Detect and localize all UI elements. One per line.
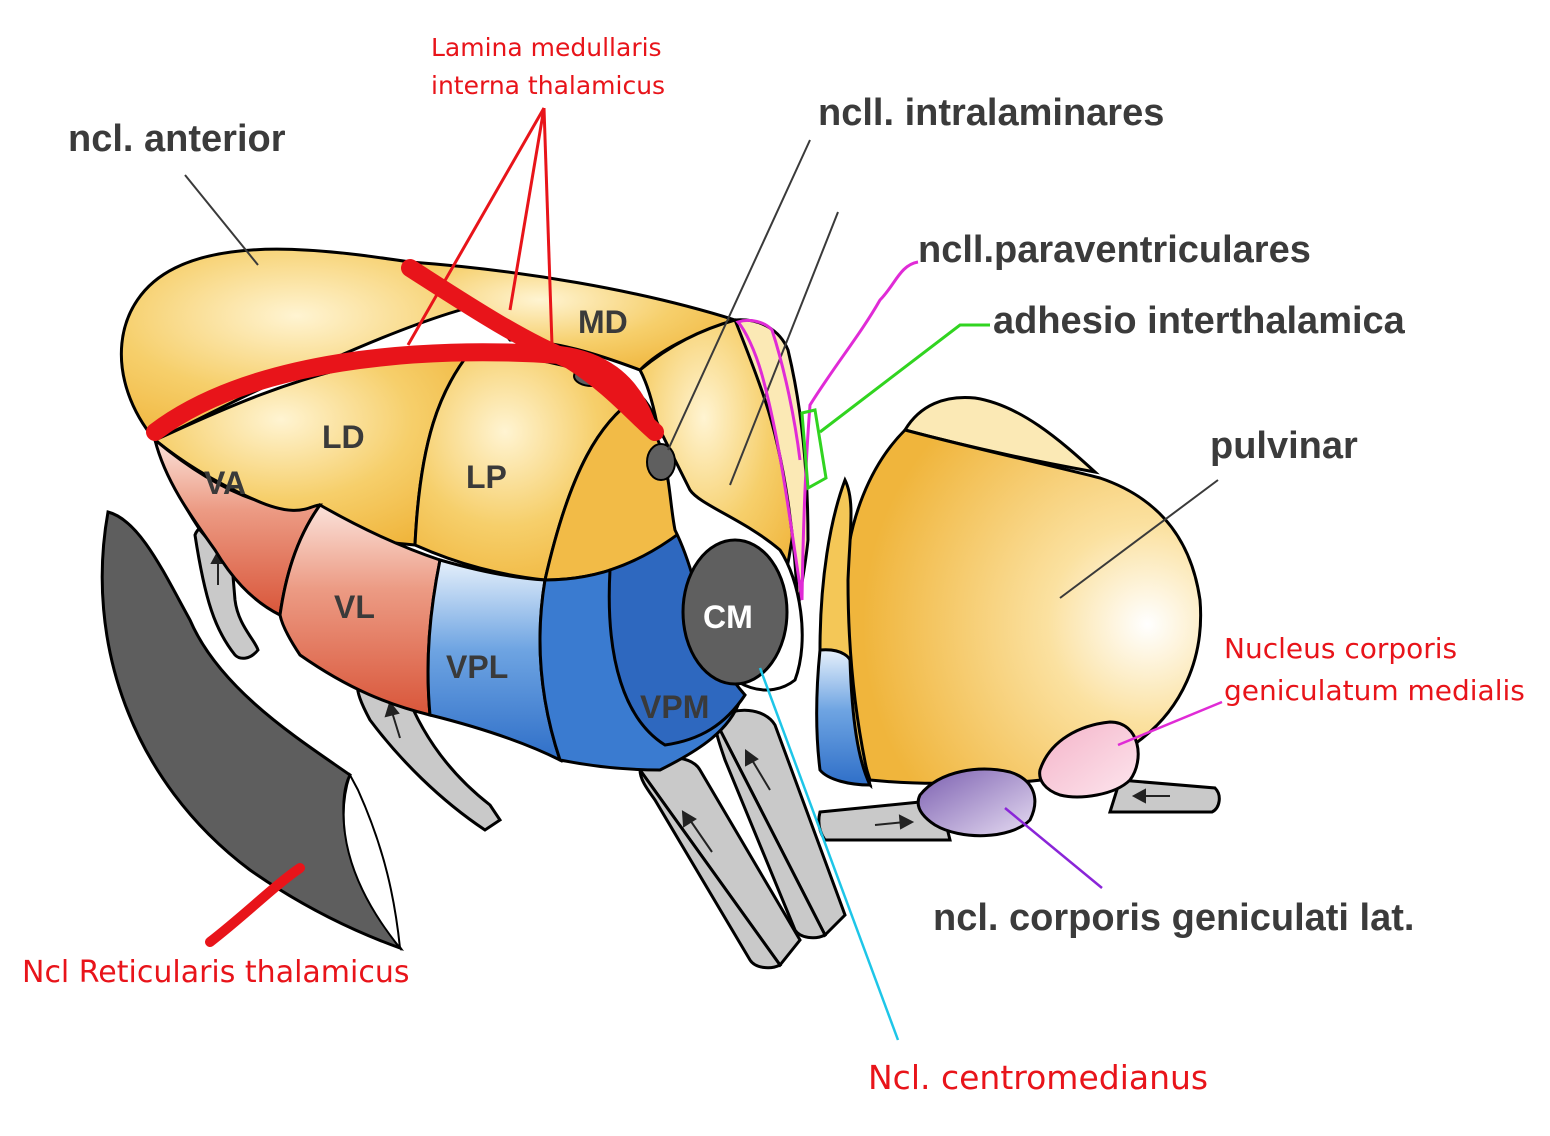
adhesio-outline — [800, 323, 990, 491]
label-pulvinar: pulvinar — [1210, 425, 1358, 467]
label-ncl-corporis-geniculati-lat: ncl. corporis geniculati lat. — [933, 897, 1415, 939]
annotation-lamina-line1: Lamina medullaris — [431, 33, 662, 62]
mgn-pointer-line — [1117, 700, 1223, 747]
nucleus-va-label: VA — [204, 465, 246, 501]
cm-pointer-line — [758, 667, 900, 1041]
nucleus-lp-label: LP — [466, 459, 507, 495]
reticular-highlight — [205, 863, 305, 947]
label-ncl-anterior: ncl. anterior — [68, 118, 286, 160]
mgn-shape — [1038, 720, 1140, 799]
reticular-inner-white — [342, 772, 402, 952]
nucleus-vpm-label: VPM — [640, 689, 709, 725]
lgn-pointer-line — [1004, 807, 1103, 889]
cm-nucleus — [681, 538, 789, 686]
fiber-arrows — [210, 549, 1170, 853]
pulvinar-blue-strip — [815, 648, 873, 787]
nucleus-md-label: MD — [578, 304, 628, 340]
paraventricular-outline — [735, 260, 919, 601]
nucleus-vpl-label: VPL — [446, 649, 508, 685]
label-ncll-paraventriculares: ncll.paraventriculares — [918, 229, 1311, 271]
annotation-ncl-reticularis: Ncl Reticularis thalamicus — [22, 955, 410, 990]
nucleus-cm-label: CM — [703, 599, 753, 635]
nucleus-ld-label: LD — [322, 419, 365, 455]
annotation-ncl-centromedianus: Ncl. centromedianus — [868, 1058, 1209, 1097]
label-adhesio-interthalamica: adhesio interthalamica — [993, 300, 1405, 342]
pulvinar-body — [843, 428, 1203, 785]
annotation-geniculatum-line1: Nucleus corporis — [1224, 632, 1458, 665]
label-ncll-intralaminares: ncll. intralaminares — [818, 92, 1165, 134]
annotation-lamina-line2: interna thalamicus — [431, 71, 666, 100]
vl-region — [278, 503, 442, 717]
lamina-arrows — [406, 107, 554, 346]
leader-lines — [184, 139, 1219, 599]
lamina-highlight — [146, 259, 664, 441]
nucleus-vl-label: VL — [334, 589, 375, 625]
fiber-stalks — [193, 523, 1221, 970]
lgn-shape — [916, 767, 1037, 838]
annotation-geniculatum-line2: geniculatum medialis — [1224, 674, 1525, 707]
lamina-dot-1 — [646, 443, 676, 481]
